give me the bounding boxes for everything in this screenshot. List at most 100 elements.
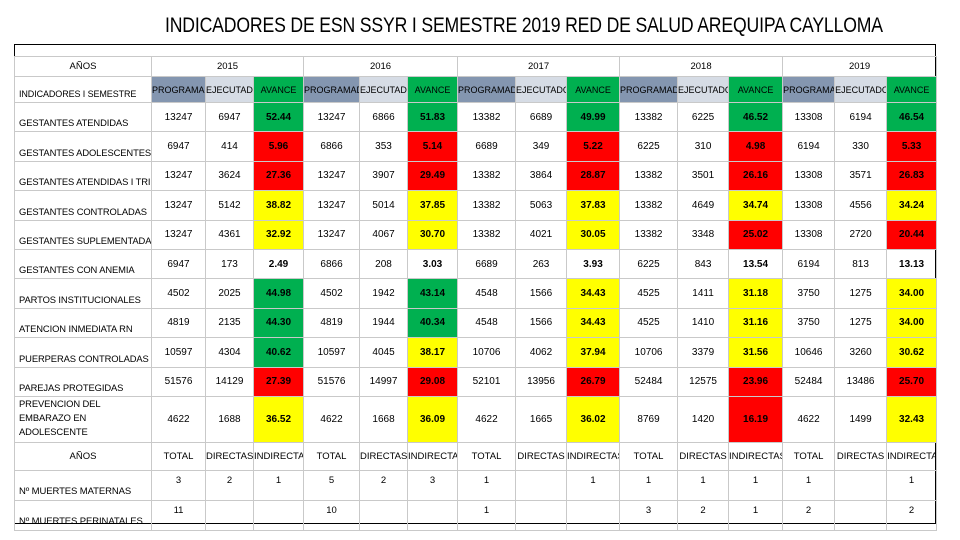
- programado-value: 13247: [151, 160, 206, 192]
- avance-value: 44.98: [252, 278, 305, 309]
- avance-value: 13.54: [728, 248, 784, 280]
- avance-value: 28.87: [566, 160, 621, 192]
- maternal-deaths-value: 3: [407, 469, 459, 501]
- totals-header: TOTAL: [151, 441, 206, 471]
- indicator-label: GESTANTES SUPLEMENTADA: [14, 219, 152, 250]
- avance-value: 34.00: [886, 278, 938, 309]
- perinatal-deaths-value: 3: [619, 499, 679, 531]
- indicators-label: INDICADORES I SEMESTRE: [14, 76, 152, 103]
- totals-header: DIRECTAS: [205, 441, 254, 471]
- table-row: PREVENCION DEL EMBARAZO EN ADOLESCENTE 46…: [14, 395, 938, 443]
- ejecutado-value: 1275: [834, 307, 888, 339]
- programado-value: 13382: [457, 101, 517, 133]
- avance-value: 23.96: [728, 366, 784, 397]
- totals-header: INDIRECTAS: [886, 441, 938, 471]
- avance-value: 38.17: [407, 337, 459, 368]
- table-row: PAREJAS PROTEGIDAS 51576 14129 27.39 51576 14…: [14, 366, 938, 397]
- totals-header: DIRECTAS: [515, 441, 568, 471]
- programado-value: 6947: [151, 248, 206, 280]
- ejecutado-value: 1944: [359, 307, 409, 339]
- programado-value: 13308: [782, 101, 836, 133]
- ejecutado-value: 3348: [677, 219, 730, 250]
- year-header: 2018: [619, 56, 784, 77]
- totals-header: DIRECTAS: [834, 441, 888, 471]
- avance-header: AVANCE: [252, 76, 305, 103]
- avance-value: 26.83: [886, 160, 938, 192]
- programado-value: 13382: [619, 190, 679, 221]
- avance-value: 32.43: [886, 395, 938, 443]
- programado-value: 6947: [151, 131, 206, 162]
- programado-value: 13247: [151, 190, 206, 221]
- avance-header: AVANCE: [407, 76, 459, 103]
- programado-value: 13247: [303, 190, 361, 221]
- indicator-label: GESTANTES ATENDIDAS I TRIMESTRE: [14, 160, 152, 192]
- ejecutado-value: 1410: [677, 307, 730, 339]
- programado-value: 13382: [457, 160, 517, 192]
- column-header-row: INDICADORES I SEMESTREPROGRAMADOEJECUTAD…: [14, 76, 938, 103]
- ejecutado-value: 6194: [834, 101, 888, 133]
- indicator-label: GESTANTES CON ANEMIA: [14, 248, 152, 280]
- ejecutado-value: 4361: [205, 219, 254, 250]
- perinatal-deaths-value: 1: [728, 499, 784, 531]
- avance-value: 43.14: [407, 278, 459, 309]
- table-row: GESTANTES SUPLEMENTADA 13247 4361 32.92 1324…: [14, 219, 938, 250]
- programado-header: PROGRAMADO: [303, 76, 361, 103]
- ejecutado-value: 1411: [677, 278, 730, 309]
- ejecutado-value: 4021: [515, 219, 568, 250]
- ejecutado-value: 4067: [359, 219, 409, 250]
- avance-header: AVANCE: [728, 76, 784, 103]
- avance-value: 34.43: [566, 278, 621, 309]
- indicator-label: PREVENCION DEL EMBARAZO EN ADOLESCENTE: [14, 395, 152, 443]
- totals-header: TOTAL: [457, 441, 517, 471]
- avance-value: 32.92: [252, 219, 305, 250]
- indicator-label: PUERPERAS CONTROLADAS: [14, 337, 152, 368]
- programado-value: 13382: [457, 190, 517, 221]
- ejecutado-value: 5014: [359, 190, 409, 221]
- perinatal-deaths-row: Nº MUERTES PERINATALES 11 10 1 3 2 1 2 2: [14, 499, 938, 531]
- totals-header: INDIRECTAS: [407, 441, 459, 471]
- programado-value: 6194: [782, 248, 836, 280]
- ejecutado-value: 1420: [677, 395, 730, 443]
- perinatal-deaths-value: 2: [677, 499, 730, 531]
- avance-value: 34.43: [566, 307, 621, 339]
- avance-value: 34.24: [886, 190, 938, 221]
- maternal-deaths-value: 5: [303, 469, 361, 501]
- programado-value: 13382: [619, 101, 679, 133]
- ejecutado-value: 173: [205, 248, 254, 280]
- programado-value: 4548: [457, 307, 517, 339]
- programado-value: 6225: [619, 248, 679, 280]
- totals-header: DIRECTAS: [677, 441, 730, 471]
- programado-value: 3750: [782, 278, 836, 309]
- totals-header: DIRECTAS: [359, 441, 409, 471]
- table-row: GESTANTES ATENDIDAS 13247 6947 52.44 13247 68…: [14, 101, 938, 133]
- programado-value: 8769: [619, 395, 679, 443]
- avance-value: 3.03: [407, 248, 459, 280]
- avance-value: 37.83: [566, 190, 621, 221]
- year-header: 2017: [457, 56, 621, 77]
- programado-value: 10646: [782, 337, 836, 368]
- programado-header: PROGRAMADO: [151, 76, 206, 103]
- programado-value: 4525: [619, 307, 679, 339]
- perinatal-deaths-value: 1: [457, 499, 517, 531]
- avance-value: 29.08: [407, 366, 459, 397]
- perinatal-deaths-value: [515, 499, 568, 531]
- avance-value: 37.85: [407, 190, 459, 221]
- avance-value: 30.62: [886, 337, 938, 368]
- programado-value: 13382: [457, 219, 517, 250]
- avance-value: 31.18: [728, 278, 784, 309]
- ejecutado-value: 843: [677, 248, 730, 280]
- years-label: AÑOS: [14, 56, 152, 77]
- ejecutado-value: 6689: [515, 101, 568, 133]
- ejecutado-value: 263: [515, 248, 568, 280]
- years-label-bottom: AÑOS: [14, 441, 152, 471]
- maternal-deaths-label: Nº MUERTES MATERNAS: [14, 469, 152, 501]
- perinatal-deaths-value: [834, 499, 888, 531]
- year-header: 2016: [303, 56, 459, 77]
- programado-value: 10706: [457, 337, 517, 368]
- totals-header: TOTAL: [303, 441, 361, 471]
- totals-header: TOTAL: [782, 441, 836, 471]
- table-row: PARTOS INSTITUCIONALES 4502 2025 44.98 4502 1…: [14, 278, 938, 309]
- perinatal-deaths-value: 2: [886, 499, 938, 531]
- maternal-deaths-value: 1: [728, 469, 784, 501]
- ejecutado-value: 3907: [359, 160, 409, 192]
